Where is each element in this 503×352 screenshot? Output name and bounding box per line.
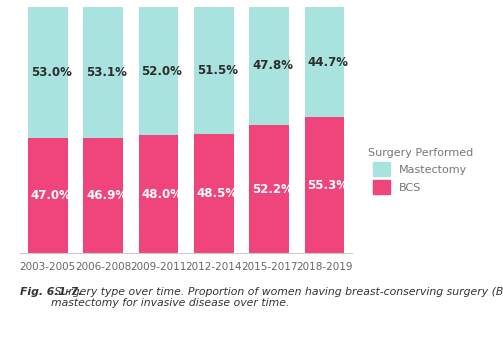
Bar — [138, 135, 179, 253]
Text: 53.1%: 53.1% — [86, 66, 127, 79]
Text: 47.0%: 47.0% — [31, 189, 71, 202]
Bar — [304, 117, 345, 253]
Text: 48.0%: 48.0% — [141, 188, 182, 201]
Bar — [249, 125, 289, 253]
Text: Fig. 6.1-7.: Fig. 6.1-7. — [20, 287, 82, 297]
Bar — [304, 7, 345, 117]
Text: 52.0%: 52.0% — [141, 65, 182, 77]
Text: 46.9%: 46.9% — [86, 189, 127, 202]
Bar — [249, 7, 289, 125]
Text: 47.8%: 47.8% — [252, 59, 293, 73]
Text: 51.5%: 51.5% — [197, 64, 237, 77]
Legend: Mastectomy, BCS: Mastectomy, BCS — [368, 148, 473, 194]
Text: 55.3%: 55.3% — [307, 179, 348, 192]
Bar — [83, 7, 123, 138]
Bar — [83, 138, 123, 253]
Text: 53.0%: 53.0% — [31, 66, 71, 79]
Text: Surgery type over time. Proportion of women having breast-conserving surgery (BC: Surgery type over time. Proportion of wo… — [51, 287, 503, 308]
Text: 44.7%: 44.7% — [307, 56, 348, 69]
Text: 48.5%: 48.5% — [197, 187, 238, 200]
Bar — [28, 138, 68, 253]
Text: 52.2%: 52.2% — [252, 183, 293, 196]
Bar — [28, 7, 68, 138]
Bar — [138, 7, 179, 135]
Bar — [194, 134, 234, 253]
Bar — [194, 7, 234, 134]
